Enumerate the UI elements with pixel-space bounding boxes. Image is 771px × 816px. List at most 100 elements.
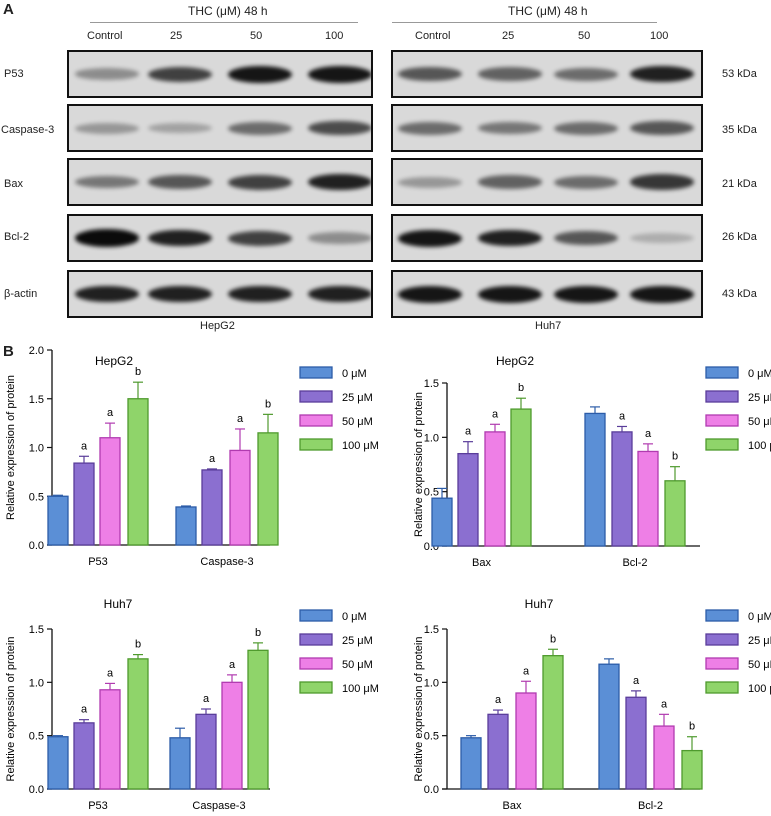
chart-1-significance-label: a [465,426,472,438]
chart-1-y-axis-label: Relative expression of protein [413,392,425,537]
chart-1-bar [637,450,659,547]
chart-3-significance-label: b [550,633,556,645]
chart-0-y-tick-label: 0.5 [29,491,44,503]
lane-label-hepg2-3: 100 [325,30,344,42]
chart-0-significance-label: a [237,413,244,425]
chart-1-bar [431,497,453,547]
band-lane-0 [75,122,139,134]
chart-3-legend-label: 25 μM [748,635,771,647]
chart-3-legend-label: 50 μM [748,659,771,671]
band-lane-0 [75,175,139,189]
lane-label-huh7-0: Control [415,30,451,42]
chart-2-significance-label: a [81,704,88,716]
chart-0-y-axis-label: Relative expression of protein [5,375,17,520]
band-lane-2 [554,121,618,135]
chart-3-y-tick-label: 1.0 [424,677,439,689]
chart-1-y-tick-label: 0.0 [424,541,439,553]
chart-1-y-tick-label: 0.5 [424,487,439,499]
blot-hepg2-p53 [67,50,373,98]
chart-0-significance-label: a [209,453,216,465]
band-lane-1 [478,67,542,81]
chart-1-legend-swatch [705,366,739,379]
band-lane-2 [228,65,292,83]
chart-3-legend-swatch [705,681,739,694]
chart-0-y-tick-label: 0.0 [29,540,44,552]
protein-label-caspase3: Caspase-3 [1,124,55,136]
chart-0-bar [257,432,279,546]
band-lane-1 [478,121,542,135]
treatment-label-hepg2: THC (μM) 48 h [188,4,268,18]
band-lane-3 [630,174,694,190]
treatment-line-hepg2 [90,22,358,23]
blot-huh7-bcl2 [391,214,703,262]
lane-label-hepg2-0: Control [87,30,123,42]
chart-3-y-tick-label: 0.0 [424,784,439,796]
chart-0-title: HepG2 [95,354,133,368]
chart-3-bar [487,713,509,790]
protein-label-bactin: β-actin [4,288,38,300]
chart-2-legend-swatch [299,657,333,670]
lane-label-huh7-3: 100 [650,30,669,42]
band-lane-3 [308,285,371,303]
chart-1-legend-label: 100 μM [748,440,771,452]
protein-label-bcl2: Bcl-2 [4,231,30,243]
chart-2-y-tick-label: 0.0 [29,784,44,796]
chart-1-legend-swatch [705,390,739,403]
chart-1-title: HepG2 [496,354,534,368]
chart-2-y-tick-label: 1.5 [29,624,44,636]
chart-3-bar [653,725,675,790]
chart-3-bar [681,749,703,790]
chart-2-legend-label: 0 μM [342,611,367,623]
chart-3-y-tick-label: 1.5 [424,624,439,636]
chart-2-bar [247,649,269,790]
chart-1-bar [510,408,532,547]
chart-0-legend-label: 50 μM [342,416,373,428]
chart-3-legend-swatch [705,633,739,646]
blot-huh7-bax [391,158,703,206]
size-label-bcl2: 26 kDa [722,231,757,243]
chart-0-legend-swatch [299,438,333,451]
band-lane-2 [554,67,618,81]
band-lane-3 [308,120,371,136]
band-lane-3 [308,65,371,83]
chart-0-legend-swatch [299,390,333,403]
band-lane-1 [478,285,542,303]
protein-label-bax: Bax [4,178,23,190]
chart-3-significance-label: a [661,698,668,710]
chart-1-significance-label: a [492,408,499,420]
chart-0-bar [229,449,251,546]
size-label-p53: 53 kDa [722,68,757,80]
treatment-label-huh7: THC (μM) 48 h [508,4,588,18]
chart-1-bar [584,412,606,547]
band-lane-1 [478,229,542,247]
chart-1-bar [484,431,506,547]
chart-0-bar [99,437,121,546]
chart-0-bar [47,495,69,546]
chart-2-y-axis-label: Relative expression of protein [5,637,17,782]
chart-2-category-label: P53 [88,800,108,812]
chart-3-bar [625,696,647,790]
chart-2-legend-swatch [299,633,333,646]
chart-2-significance-label: b [135,639,141,651]
chart-2-bar [127,658,149,790]
chart-1-legend-swatch [705,414,739,427]
chart-2-significance-label: a [107,667,114,679]
band-lane-3 [308,173,371,191]
chart-1-legend-label: 0 μM [748,368,771,380]
chart-0-significance-label: a [81,440,88,452]
chart-2-bar [73,722,95,790]
chart-0-bar [127,398,149,546]
band-lane-1 [478,175,542,189]
chart-1-bar [664,480,686,547]
band-lane-2 [228,174,292,190]
chart-3-legend-swatch [705,657,739,670]
chart-2-y-tick-label: 1.0 [29,677,44,689]
chart-3-category-label: Bcl-2 [638,800,663,812]
chart-1-bar [611,431,633,547]
chart-2-significance-label: b [255,627,261,639]
band-lane-0 [75,229,139,247]
band-lane-0 [75,68,139,80]
chart-3-category-label: Bax [503,800,522,812]
chart-2-bar [195,713,217,790]
chart-3-bar [460,737,482,790]
